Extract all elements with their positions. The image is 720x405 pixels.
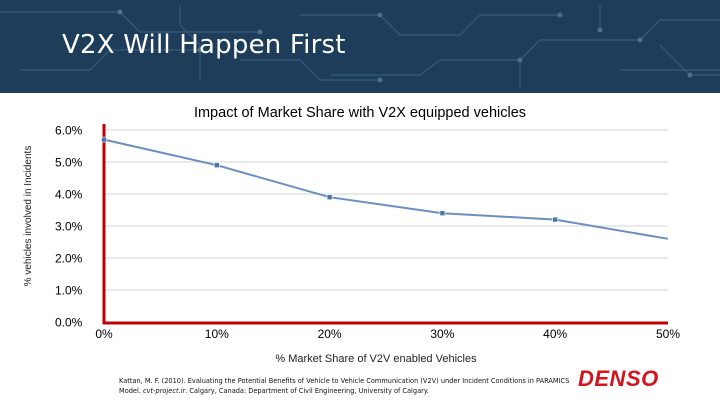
series-line <box>103 138 669 240</box>
citation-text: Kattan, M. F. (2010). Evaluating the Pot… <box>119 377 570 395</box>
x-tick-label: 0% <box>95 327 113 341</box>
gridlines <box>104 129 668 291</box>
axes <box>102 124 668 325</box>
data-point <box>552 216 559 223</box>
y-tick-labels: 0.0% 1.0% 2.0% 3.0% 4.0% 5.0% 6.0% <box>55 124 83 330</box>
circuit-pattern <box>0 5 720 88</box>
citation-rest: . Calgary, Canada: Department of Civil E… <box>185 387 429 395</box>
line-chart: Impact of Market Share with V2X equipped… <box>23 105 680 363</box>
page-title: V2X Will Happen First <box>62 30 346 60</box>
y-tick-label: 1.0% <box>55 284 83 298</box>
data-point <box>101 136 107 143</box>
y-axis-label: % vehicles involved in Incidents <box>23 146 34 287</box>
y-tick-label: 5.0% <box>55 156 83 170</box>
x-tick-label: 50% <box>656 327 680 341</box>
denso-logo: DENSO <box>578 366 659 391</box>
y-tick-label: 0.0% <box>55 316 83 330</box>
x-tick-label: 10% <box>205 327 229 341</box>
citation-source: cvt-project.ir <box>143 387 186 395</box>
data-point <box>214 162 220 168</box>
y-tick-label: 3.0% <box>55 220 83 234</box>
title-banner: V2X Will Happen First <box>0 0 720 93</box>
citation: Kattan, M. F. (2010). Evaluating the Pot… <box>119 376 579 396</box>
x-tick-label: 30% <box>430 327 454 341</box>
data-point <box>326 194 333 200</box>
x-tick-labels: 0% 10% 20% 30% 40% 50% <box>95 327 680 341</box>
x-tick-label: 40% <box>543 327 567 341</box>
chart-title: Impact of Market Share with V2X equipped… <box>194 105 526 121</box>
y-tick-label: 4.0% <box>55 188 83 202</box>
y-tick-label: 2.0% <box>55 252 83 266</box>
x-tick-label: 20% <box>318 327 342 341</box>
y-tick-label: 6.0% <box>55 124 83 138</box>
x-axis-label: % Market Share of V2V enabled Vehicles <box>275 353 477 363</box>
data-point <box>439 210 446 216</box>
series <box>101 136 669 240</box>
